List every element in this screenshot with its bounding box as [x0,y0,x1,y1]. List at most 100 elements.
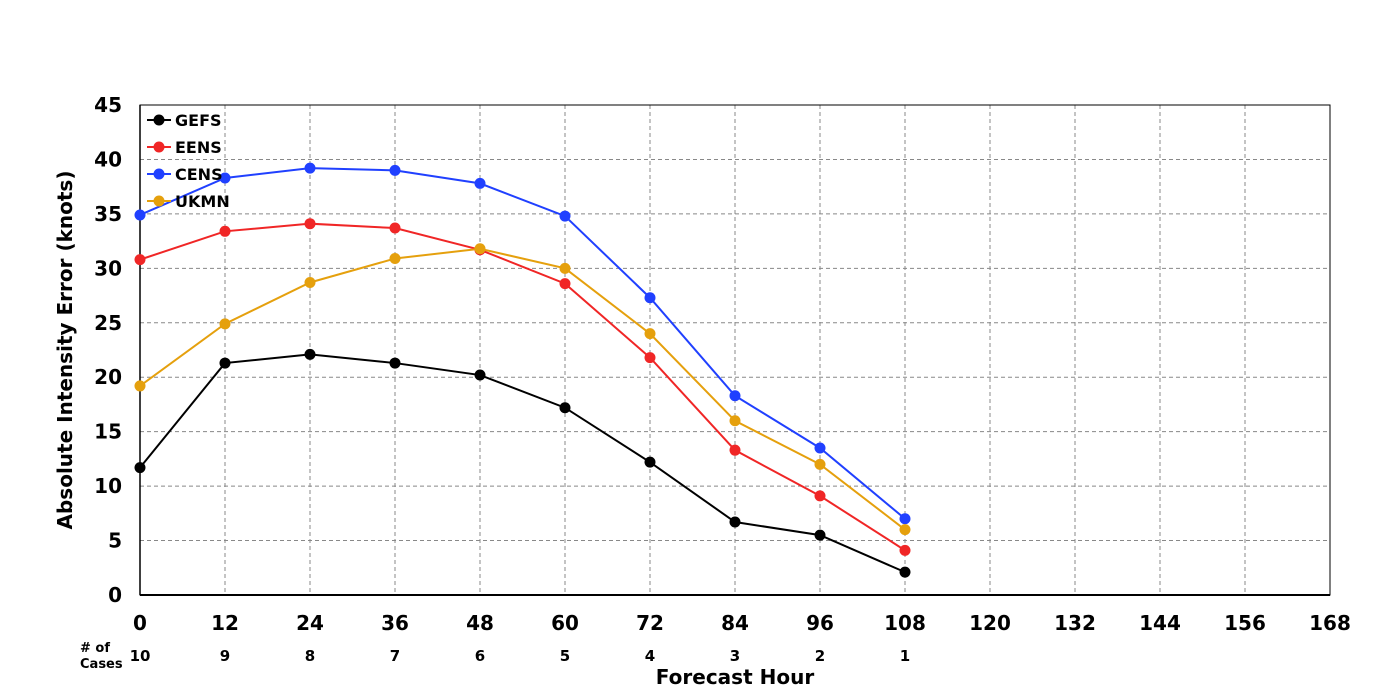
series-line [139,247,906,531]
y-tick-label: 35 [94,202,122,226]
case-count: 2 [815,647,825,665]
y-tick-label: 15 [94,420,122,444]
legend-swatch-marker [153,141,165,153]
legend-swatch-marker [153,168,165,180]
data-point [389,253,401,265]
y-tick-label: 20 [94,365,122,389]
y-axis-title: Absolute Intensity Error (knots) [53,171,77,530]
y-tick-label: 10 [94,474,122,498]
data-point [304,218,316,230]
data-point [474,177,486,189]
data-point [644,328,656,340]
data-point [389,222,401,234]
data-point [729,516,741,528]
data-point [304,348,316,360]
data-point [729,415,741,427]
cases-label: # of [80,641,110,656]
case-count: 3 [730,647,740,665]
case-count: 5 [560,647,570,665]
data-point [219,357,231,369]
x-tick-label: 60 [551,611,579,635]
y-tick-label: 5 [108,529,122,553]
legend-item-gefs: GEFS [147,111,222,130]
x-tick-label: 72 [636,611,664,635]
series-gefs [134,348,911,578]
data-point [134,380,146,392]
x-tick-label: 24 [296,611,324,635]
data-point [389,164,401,176]
series-lines [134,162,911,578]
y-tick-label: 45 [94,93,122,117]
data-point [899,513,911,525]
data-point [474,369,486,381]
legend-swatch-marker [153,114,165,126]
data-point [389,357,401,369]
data-point [644,292,656,304]
grid [140,105,1330,595]
legend-label: GEFS [175,111,222,130]
data-point [729,444,741,456]
x-tick-label: 48 [466,611,494,635]
data-point [559,262,571,274]
cases-label: Cases [80,657,123,672]
x-tick-label: 12 [211,611,239,635]
legend-label: CENS [175,165,223,184]
data-point [134,462,146,474]
data-point [219,225,231,237]
series-eens [134,218,911,556]
data-point [134,254,146,266]
case-count: 4 [645,647,655,665]
data-point [814,442,826,454]
legend-label: EENS [175,138,222,157]
series-cens [134,162,911,525]
axes: 0 12 24 36 48 60 72 84 96 108 120 132 144 156 168 0 5 10 1… [94,93,1351,635]
y-tick-label: 40 [94,147,122,171]
x-tick-label: 84 [721,611,749,635]
data-point [644,456,656,468]
data-point [219,318,231,330]
legend-item-cens: CENS [147,165,223,184]
case-count: 6 [475,647,485,665]
legend-swatch-marker [153,195,165,207]
x-tick-label: 0 [133,611,147,635]
data-point [899,544,911,556]
x-axis-title: Forecast Hour [656,665,815,689]
x-tick-label: 120 [969,611,1011,635]
data-point [134,209,146,221]
x-tick-label: 108 [884,611,926,635]
x-tick-label: 96 [806,611,834,635]
data-point [559,402,571,414]
x-tick-label: 168 [1309,611,1351,635]
data-point [644,352,656,364]
y-tick-label: 30 [94,256,122,280]
y-tick-label: 0 [108,583,122,607]
series-line [139,222,906,552]
series-line [139,167,906,520]
case-count: 1 [900,647,910,665]
x-tick-label: 36 [381,611,409,635]
data-point [899,524,911,536]
data-point [559,278,571,290]
data-point [219,172,231,184]
legend-label: UKMN [175,192,230,211]
data-point [559,210,571,222]
x-tick-label: 132 [1054,611,1096,635]
data-point [304,162,316,174]
series-line [139,353,906,574]
data-point [814,529,826,541]
data-point [899,566,911,578]
series-ukmn [134,243,911,536]
case-count: 9 [220,647,230,665]
legend: GEFS EENS CENS UKMN [147,111,230,211]
legend-item-eens: EENS [147,138,222,157]
case-count: 10 [130,647,151,665]
data-point [729,390,741,402]
case-count: 7 [390,647,400,665]
data-point [474,243,486,255]
data-point [814,458,826,470]
legend-item-ukmn: UKMN [147,192,230,211]
x-tick-label: 156 [1224,611,1266,635]
x-tick-label: 144 [1139,611,1181,635]
data-point [304,276,316,288]
